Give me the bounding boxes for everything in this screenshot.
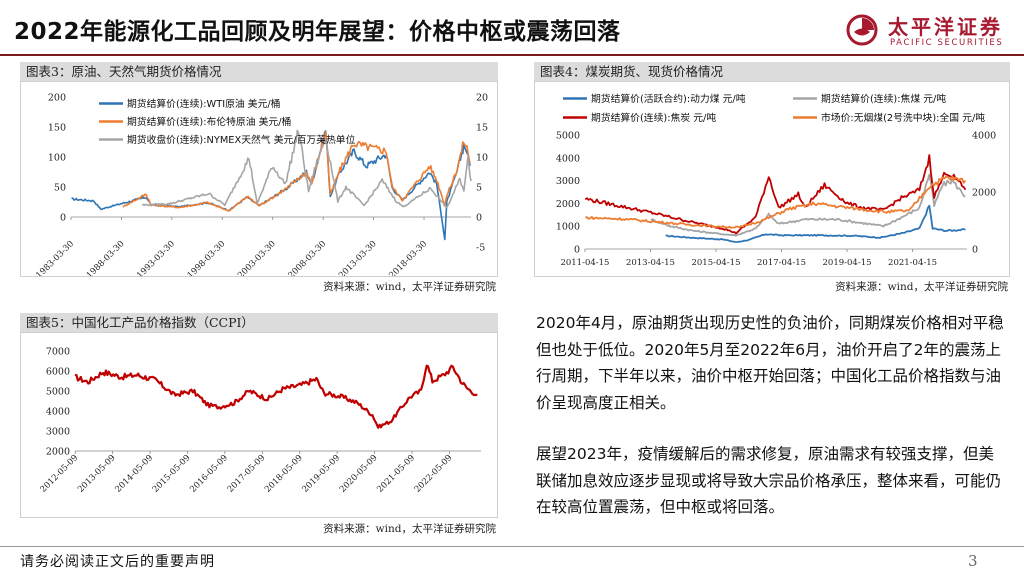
x-tick-label: 2018-05-09 bbox=[263, 453, 305, 495]
x-tick-label: 2012-05-09 bbox=[39, 453, 81, 495]
x-tick-label: 2019-05-09 bbox=[301, 453, 343, 495]
page-number: 3 bbox=[968, 552, 978, 570]
y-left-tick-label: 100 bbox=[48, 153, 66, 164]
x-tick-label: 2008-03-30 bbox=[287, 239, 329, 276]
pacific-securities-logo-icon bbox=[846, 14, 878, 46]
series-line-2 bbox=[650, 173, 966, 237]
disclaimer-notice: 请务必阅读正文后的重要声明 bbox=[20, 554, 215, 570]
y-right-tick-label: 15 bbox=[476, 123, 488, 134]
legend-label-4: 市场价:无烟煤(2号洗中块):全国 元/吨 bbox=[821, 111, 985, 124]
x-tick-label: 2013-05-09 bbox=[76, 453, 118, 495]
analysis-paragraph-2: 展望2023年，疫情缓解后的需求修复，原油需求有较强支撑，但美联储加息效应逐步显… bbox=[536, 445, 1002, 516]
x-tick-label: 2022-05-09 bbox=[413, 453, 455, 495]
series-line-1 bbox=[74, 364, 478, 429]
x-tick-label: 2003-03-30 bbox=[236, 239, 278, 276]
chart3-title: 图表3：原油、天然气期货价格情况 bbox=[20, 62, 498, 81]
y-left-tick-label: 150 bbox=[48, 123, 66, 134]
legend-label-3: 期货收盘价(连续):NYMEX天然气 美元/百万英热单位 bbox=[127, 133, 356, 146]
x-tick-label: 2018-03-30 bbox=[387, 239, 429, 276]
x-tick-label: 2015-04-15 bbox=[691, 258, 740, 268]
chart5-title: 图表5：中国化工产品价格指数（CCPI） bbox=[20, 313, 498, 332]
ccpi-chart: 7000 6000 5000 4000 3000 20002012-05-092013-0… bbox=[39, 347, 481, 495]
y-right-tick-label: 5 bbox=[476, 183, 482, 194]
chart5-source: 资料来源：wind，太平洋证券研究院 bbox=[323, 523, 496, 535]
y-right-tick-label: 0 bbox=[476, 213, 482, 224]
chart4-source: 资料来源：wind，太平洋证券研究院 bbox=[835, 281, 1008, 293]
chart3-source: 资料来源：wind，太平洋证券研究院 bbox=[323, 281, 496, 293]
series-line-3 bbox=[584, 154, 967, 235]
x-tick-label: 2011-04-15 bbox=[560, 258, 609, 268]
chart5-frame: 7000 6000 5000 4000 3000 2000 2012-05-09 2013-0… bbox=[20, 332, 498, 518]
y-left-tick-label: 3000 bbox=[46, 427, 70, 438]
x-tick-label: 2017-05-09 bbox=[226, 453, 268, 495]
y-left-tick-label: 1000 bbox=[556, 222, 580, 233]
chart4-frame: 5000 4000 3000 2000 1000 0 4000 2000 0 2011-04-15… bbox=[534, 81, 1010, 277]
x-tick-label: 2016-05-09 bbox=[188, 453, 230, 495]
chart4-title: 图表4：煤炭期货、现货价格情况 bbox=[534, 62, 1010, 81]
y-right-tick-label: -5 bbox=[476, 243, 485, 254]
series-line-3 bbox=[141, 129, 472, 209]
y-left-tick-label: 4000 bbox=[556, 153, 580, 164]
logo-english-name: PACIFIC SECURITIES bbox=[890, 38, 1004, 48]
logo-chinese-name: 太平洋证券 bbox=[888, 15, 1003, 39]
legend-label-1: 期货结算价(连续):WTI原油 美元/桶 bbox=[127, 97, 280, 110]
y-left-tick-label: 5000 bbox=[556, 131, 580, 142]
series-line-2 bbox=[122, 131, 471, 212]
y-left-tick-label: 7000 bbox=[46, 347, 70, 358]
y-left-tick-label: 6000 bbox=[46, 367, 70, 378]
analysis-paragraph-1: 2020年4月，原油期货出现历史性的负油价，同期煤炭价格相对平稳但也处于低位。2… bbox=[536, 314, 1004, 412]
legend-label-2: 期货结算价(连续):焦煤 元/吨 bbox=[821, 92, 946, 105]
y-left-tick-label: 3000 bbox=[556, 176, 580, 187]
title-divider bbox=[0, 54, 1024, 56]
x-tick-label: 1983-03-30 bbox=[34, 239, 76, 276]
y-left-tick-label: 0 bbox=[60, 213, 66, 224]
x-tick-label: 2013-03-30 bbox=[337, 239, 379, 276]
y-right-tick-label: 0 bbox=[972, 245, 978, 256]
series-line-4 bbox=[585, 175, 967, 229]
coal-price-chart: 5000 4000 3000 2000 1000 0 4000 2000 0 2011-04-15… bbox=[556, 92, 996, 268]
x-tick-label: 2015-05-09 bbox=[151, 453, 193, 495]
x-tick-label: 2013-04-15 bbox=[626, 258, 675, 268]
x-tick-label: 2020-05-09 bbox=[338, 453, 380, 495]
legend-label-1: 期货结算价(活跃合约):动力煤 元/吨 bbox=[591, 92, 746, 105]
series-line-1 bbox=[665, 204, 966, 243]
legend-label-2: 期货结算价(连续):布伦特原油 美元/桶 bbox=[127, 115, 291, 128]
x-tick-label: 2017-04-15 bbox=[757, 258, 806, 268]
x-tick-label: 1988-03-30 bbox=[85, 239, 127, 276]
x-tick-label: 2021-04-15 bbox=[888, 258, 937, 268]
y-left-tick-label: 50 bbox=[54, 183, 66, 194]
y-right-tick-label: 4000 bbox=[972, 131, 996, 142]
y-right-tick-label: 10 bbox=[476, 153, 488, 164]
y-left-tick-label: 2000 bbox=[556, 199, 580, 210]
series-line-1 bbox=[71, 130, 471, 241]
chart3-frame: 200 150 100 50 0 20 15 10 5 0 -5 1983-03-30 1988-03-… bbox=[20, 81, 498, 281]
y-left-tick-label: 5000 bbox=[46, 387, 70, 398]
x-tick-label: 2021-05-09 bbox=[375, 453, 417, 495]
footer-divider bbox=[0, 546, 1024, 547]
y-left-tick-label: 0 bbox=[574, 245, 580, 256]
y-left-tick-label: 200 bbox=[48, 93, 66, 104]
x-tick-label: 2019-04-15 bbox=[823, 258, 872, 268]
x-tick-label: 2014-05-09 bbox=[113, 453, 155, 495]
y-right-tick-label: 20 bbox=[476, 93, 488, 104]
x-tick-label: 1993-03-30 bbox=[135, 239, 177, 276]
y-left-tick-label: 4000 bbox=[46, 407, 70, 418]
x-tick-label: 1998-03-30 bbox=[186, 239, 228, 276]
y-left-tick-label: 2000 bbox=[46, 447, 70, 458]
legend-label-3: 期货结算价(连续):焦炭 元/吨 bbox=[591, 111, 716, 124]
page-title: 2022年能源化工品回顾及明年展望：价格中枢或震荡回落 bbox=[14, 19, 621, 45]
y-right-tick-label: 2000 bbox=[972, 188, 996, 199]
